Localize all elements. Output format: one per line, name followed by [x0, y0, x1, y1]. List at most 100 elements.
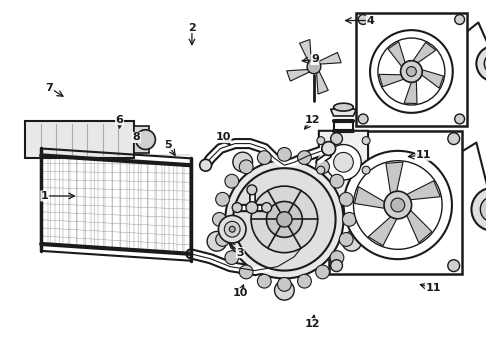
Circle shape — [343, 212, 356, 226]
Bar — [134, 126, 148, 153]
Circle shape — [239, 160, 253, 174]
Circle shape — [307, 60, 321, 74]
Circle shape — [339, 233, 353, 246]
Circle shape — [455, 15, 465, 24]
Circle shape — [339, 192, 353, 206]
Circle shape — [487, 203, 490, 215]
Text: 10: 10 — [216, 132, 231, 143]
Circle shape — [370, 30, 453, 113]
Circle shape — [251, 186, 318, 253]
Circle shape — [407, 67, 416, 76]
Text: 1: 1 — [41, 191, 49, 201]
Circle shape — [316, 152, 336, 172]
Polygon shape — [319, 131, 368, 200]
Polygon shape — [317, 69, 328, 94]
Text: 8: 8 — [133, 132, 140, 143]
Polygon shape — [299, 40, 311, 64]
Circle shape — [224, 221, 240, 237]
Circle shape — [233, 168, 336, 271]
Circle shape — [448, 133, 460, 145]
Polygon shape — [388, 42, 405, 67]
Circle shape — [334, 152, 353, 172]
Circle shape — [362, 137, 370, 145]
Circle shape — [277, 212, 292, 227]
Bar — [329, 131, 462, 274]
Ellipse shape — [334, 103, 353, 111]
Polygon shape — [287, 69, 312, 81]
Circle shape — [484, 54, 490, 73]
Polygon shape — [421, 69, 443, 88]
Circle shape — [330, 174, 344, 188]
Circle shape — [322, 141, 336, 156]
Circle shape — [219, 215, 246, 243]
Circle shape — [247, 185, 257, 195]
Circle shape — [331, 133, 343, 145]
Text: 11: 11 — [416, 150, 431, 160]
Polygon shape — [404, 80, 417, 104]
Circle shape — [358, 114, 368, 124]
Circle shape — [262, 203, 271, 212]
Circle shape — [330, 251, 344, 265]
Circle shape — [267, 202, 302, 237]
Circle shape — [239, 265, 253, 279]
Circle shape — [216, 192, 229, 206]
Circle shape — [229, 226, 235, 232]
Circle shape — [257, 151, 271, 165]
Circle shape — [297, 151, 311, 165]
Polygon shape — [41, 156, 191, 254]
Circle shape — [213, 212, 226, 226]
Circle shape — [316, 265, 329, 279]
Polygon shape — [406, 209, 432, 243]
Circle shape — [342, 231, 362, 251]
Text: 5: 5 — [164, 140, 171, 149]
Text: 2: 2 — [188, 23, 196, 33]
Circle shape — [257, 274, 271, 288]
Circle shape — [480, 197, 490, 222]
Bar — [356, 13, 466, 126]
Polygon shape — [225, 160, 343, 278]
Circle shape — [384, 191, 412, 219]
Circle shape — [343, 151, 452, 259]
Circle shape — [353, 161, 442, 249]
Circle shape — [476, 46, 490, 81]
Circle shape — [200, 159, 212, 171]
Polygon shape — [368, 215, 398, 246]
Circle shape — [400, 61, 422, 82]
Circle shape — [225, 174, 239, 188]
Circle shape — [207, 231, 227, 251]
Circle shape — [233, 152, 252, 172]
Circle shape — [216, 233, 229, 246]
Polygon shape — [386, 162, 403, 195]
Text: 4: 4 — [367, 15, 374, 26]
Text: 12: 12 — [305, 115, 320, 125]
Circle shape — [358, 15, 368, 24]
Polygon shape — [317, 53, 341, 64]
Circle shape — [297, 274, 311, 288]
Polygon shape — [354, 187, 387, 209]
Text: 11: 11 — [425, 283, 441, 293]
Circle shape — [362, 166, 370, 174]
Polygon shape — [379, 75, 405, 87]
Circle shape — [471, 188, 490, 231]
Circle shape — [316, 160, 329, 174]
Circle shape — [455, 114, 465, 124]
Circle shape — [136, 130, 155, 149]
Circle shape — [274, 280, 294, 300]
Text: 9: 9 — [311, 54, 319, 64]
Circle shape — [448, 260, 460, 271]
Text: 6: 6 — [116, 115, 123, 125]
Circle shape — [391, 198, 405, 212]
Circle shape — [378, 38, 445, 105]
Circle shape — [277, 148, 291, 161]
Text: 12: 12 — [305, 319, 320, 329]
Circle shape — [225, 251, 239, 265]
Text: 7: 7 — [46, 83, 53, 93]
Text: 3: 3 — [236, 248, 244, 258]
Circle shape — [326, 145, 361, 180]
Bar — [25, 121, 134, 158]
Circle shape — [277, 278, 291, 291]
Circle shape — [317, 137, 325, 145]
Polygon shape — [331, 109, 356, 116]
Circle shape — [317, 166, 325, 174]
Circle shape — [331, 260, 343, 271]
